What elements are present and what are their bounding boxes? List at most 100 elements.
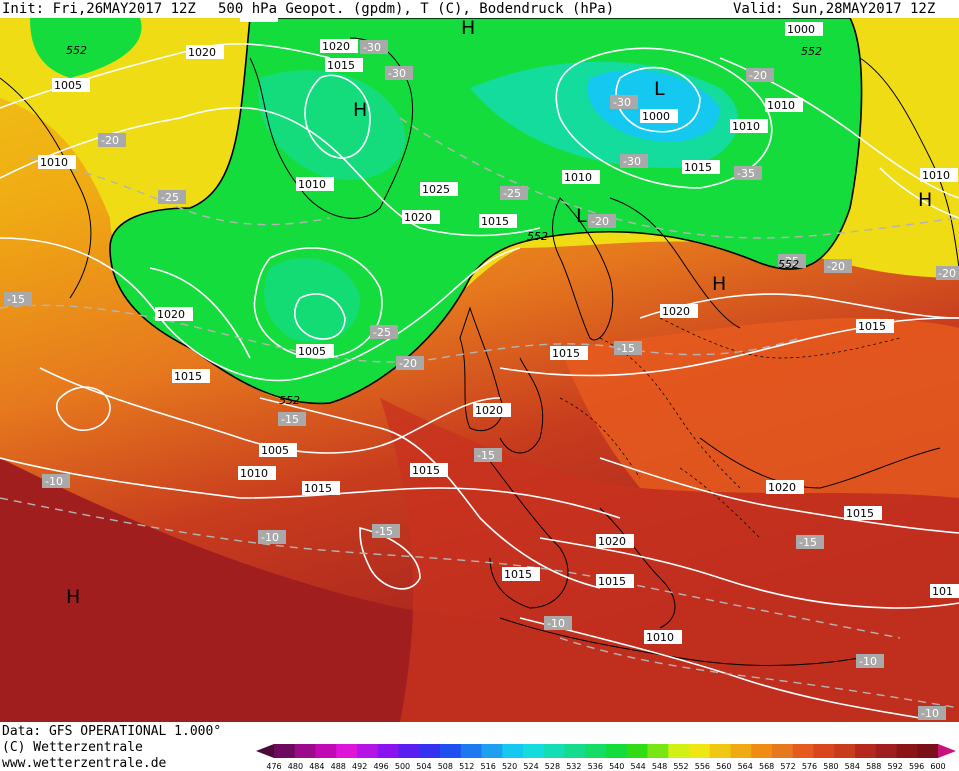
high-pressure-marker: H: [66, 586, 80, 608]
colorbar-swatch: [543, 744, 565, 758]
isobar-label: 1020: [155, 307, 193, 321]
colorbar-swatch: [606, 744, 628, 758]
colorbar-tick-label: 584: [844, 762, 860, 771]
coastlines: [0, 37, 959, 666]
svg-text:-10: -10: [547, 617, 565, 630]
colorbar-tick-label: 556: [694, 762, 711, 771]
colorbar-tick-label: 580: [823, 762, 839, 771]
isobars: [0, 43, 959, 719]
high-pressure-marker: H: [461, 18, 475, 39]
isobar-label: 1025: [420, 182, 458, 196]
colorbar-tick-label: 564: [737, 762, 753, 771]
high-pressure-marker: H: [918, 189, 932, 211]
svg-text:1020: 1020: [662, 305, 690, 318]
svg-text:1015: 1015: [481, 215, 509, 228]
temp-label: -20: [98, 133, 126, 147]
colorbar-tick-label: 492: [352, 762, 368, 771]
svg-text:-10: -10: [921, 707, 939, 720]
colorbar-swatch: [523, 744, 545, 758]
colorbar-swatch: [772, 744, 794, 758]
colorbar-swatch: [855, 744, 877, 758]
svg-text:1015: 1015: [504, 568, 532, 581]
greenland-ridge-tint: [258, 70, 406, 180]
temp-label: -10: [544, 616, 572, 630]
colorbar-min-arrow: [256, 744, 274, 758]
colorbar-tick-label: 576: [801, 762, 818, 771]
svg-text:1010: 1010: [732, 120, 760, 133]
colorbar-swatch: [875, 744, 897, 758]
colorbar-swatch: [647, 744, 669, 758]
colorbar-swatch: [792, 744, 814, 758]
colorbar-tick-label: 512: [459, 762, 475, 771]
colorbar-swatch: [274, 744, 296, 758]
temp-label: -20: [746, 68, 774, 82]
svg-text:-15: -15: [375, 525, 393, 538]
isobar-label: 1010: [644, 630, 682, 644]
svg-text:1015: 1015: [598, 575, 626, 588]
colorbar-swatch: [834, 744, 856, 758]
svg-text:-10: -10: [859, 655, 877, 668]
isobar-label: 1005: [259, 443, 297, 457]
init-time: Init: Fri,26MAY2017 12Z: [2, 1, 196, 17]
isobar-label: 1020: [766, 480, 804, 494]
isobar-label: 1015: [844, 506, 882, 520]
svg-text:1015: 1015: [684, 161, 712, 174]
svg-text:1015: 1015: [304, 482, 332, 495]
temp-label: -30: [385, 66, 413, 80]
colorbar-tick-label: 600: [930, 762, 946, 771]
svg-text:-30: -30: [388, 67, 406, 80]
isobar-label: 1015: [596, 574, 634, 588]
temp-label: -20: [588, 214, 616, 228]
isobar-label: 101: [930, 584, 959, 598]
isobar-label: 1010: [730, 119, 768, 133]
contour-552: [109, 18, 863, 405]
colorbar-tick-label: 496: [373, 762, 389, 771]
isobar-label: 1015: [550, 346, 588, 360]
high-pressure-marker: H: [353, 99, 367, 121]
isobar-label: 1020: [186, 45, 224, 59]
svg-text:-10: -10: [45, 475, 63, 488]
temp-label: -25: [778, 254, 806, 268]
valid-time: Valid: Sun,28MAY2017 12Z: [733, 1, 936, 17]
svg-text:-20: -20: [591, 215, 609, 228]
colorbar-swatch: [460, 744, 482, 758]
svg-text:1010: 1010: [767, 99, 795, 112]
svg-text:-20: -20: [938, 267, 956, 280]
svg-text:1015: 1015: [552, 347, 580, 360]
geopot-label: 552: [527, 230, 548, 243]
isobar-label: 1010: [765, 98, 803, 112]
isobar-label: 1010: [296, 177, 334, 191]
colorbar-tick-label: 524: [523, 762, 539, 771]
isobar-label: 1015: [302, 481, 340, 495]
svg-text:1010: 1010: [922, 169, 950, 182]
colorbar-tick-label: 572: [780, 762, 796, 771]
svg-text:-15: -15: [281, 413, 299, 426]
colorbar-swatch: [813, 744, 835, 758]
colorbar-tick-label: 504: [416, 762, 432, 771]
temp-label: -10: [42, 474, 70, 488]
header-bar: Init: Fri,26MAY2017 12Z 500 hPa Geopot. …: [0, 0, 959, 18]
isobar-labels: 1020 1005 1010 1020 1015 1015 1010 1005 …: [38, 18, 959, 644]
svg-text:101: 101: [932, 585, 953, 598]
temp-label: -10: [856, 654, 884, 668]
temperature-labels: -20 -25 -15 -25 -20 -30 -30 -25 -20 -15 …: [4, 40, 959, 720]
europe-warm-band: [380, 398, 959, 722]
svg-text:-15: -15: [7, 293, 25, 306]
svg-text:-20: -20: [101, 134, 119, 147]
isobar-label: 1010: [562, 170, 600, 184]
svg-text:1020: 1020: [404, 211, 432, 224]
svg-text:1010: 1010: [564, 171, 592, 184]
colorbar-tick-label: 480: [287, 762, 304, 771]
isobar-label: 1020: [473, 403, 511, 417]
isobar-label: 1015: [502, 567, 540, 581]
colorbar-tick-label: 484: [309, 762, 325, 771]
svg-text:-20: -20: [749, 69, 767, 82]
svg-text:-25: -25: [373, 326, 391, 339]
isobar-label: 1000: [640, 109, 678, 123]
colorbar-tick-label: 532: [566, 762, 582, 771]
colorbar-swatch: [896, 744, 918, 758]
svg-text:-20: -20: [827, 260, 845, 273]
isobar-label: 1015: [172, 369, 210, 383]
colorbar-tick-label: 508: [437, 762, 453, 771]
colorbar-swatch: [668, 744, 690, 758]
